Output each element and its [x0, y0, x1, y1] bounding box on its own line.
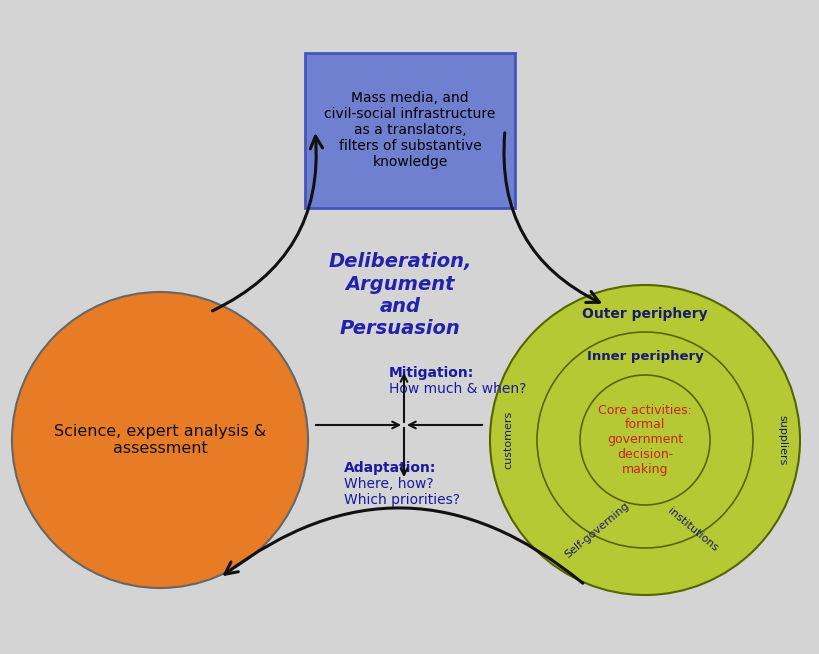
FancyArrowPatch shape — [212, 136, 322, 311]
Text: Core activities:
formal
government
decision-
making: Core activities: formal government decis… — [597, 404, 691, 477]
Circle shape — [579, 375, 709, 505]
Text: Outer periphery: Outer periphery — [581, 307, 707, 321]
FancyArrowPatch shape — [224, 508, 582, 583]
Text: customers: customers — [502, 411, 513, 469]
Text: Mitigation:: Mitigation: — [388, 366, 473, 380]
Text: suppliers: suppliers — [776, 415, 786, 465]
Text: Mass media, and
civil-social infrastructure
as a translators,
filters of substan: Mass media, and civil-social infrastruct… — [324, 91, 495, 169]
FancyArrowPatch shape — [504, 133, 599, 302]
Text: Adaptation:: Adaptation: — [344, 461, 436, 475]
Text: institutions: institutions — [665, 506, 719, 554]
Text: Inner periphery: Inner periphery — [586, 350, 703, 363]
Circle shape — [12, 292, 308, 588]
Text: Deliberation,
Argument
and
Persuasion: Deliberation, Argument and Persuasion — [328, 252, 471, 337]
FancyBboxPatch shape — [305, 52, 514, 207]
Circle shape — [536, 332, 752, 548]
Text: Where, how?
Which priorities?: Where, how? Which priorities? — [344, 477, 459, 508]
Text: How much & when?: How much & when? — [388, 382, 526, 396]
Text: Self-governing: Self-governing — [562, 500, 631, 560]
Text: Science, expert analysis &
assessment: Science, expert analysis & assessment — [54, 424, 266, 456]
Circle shape — [490, 285, 799, 595]
